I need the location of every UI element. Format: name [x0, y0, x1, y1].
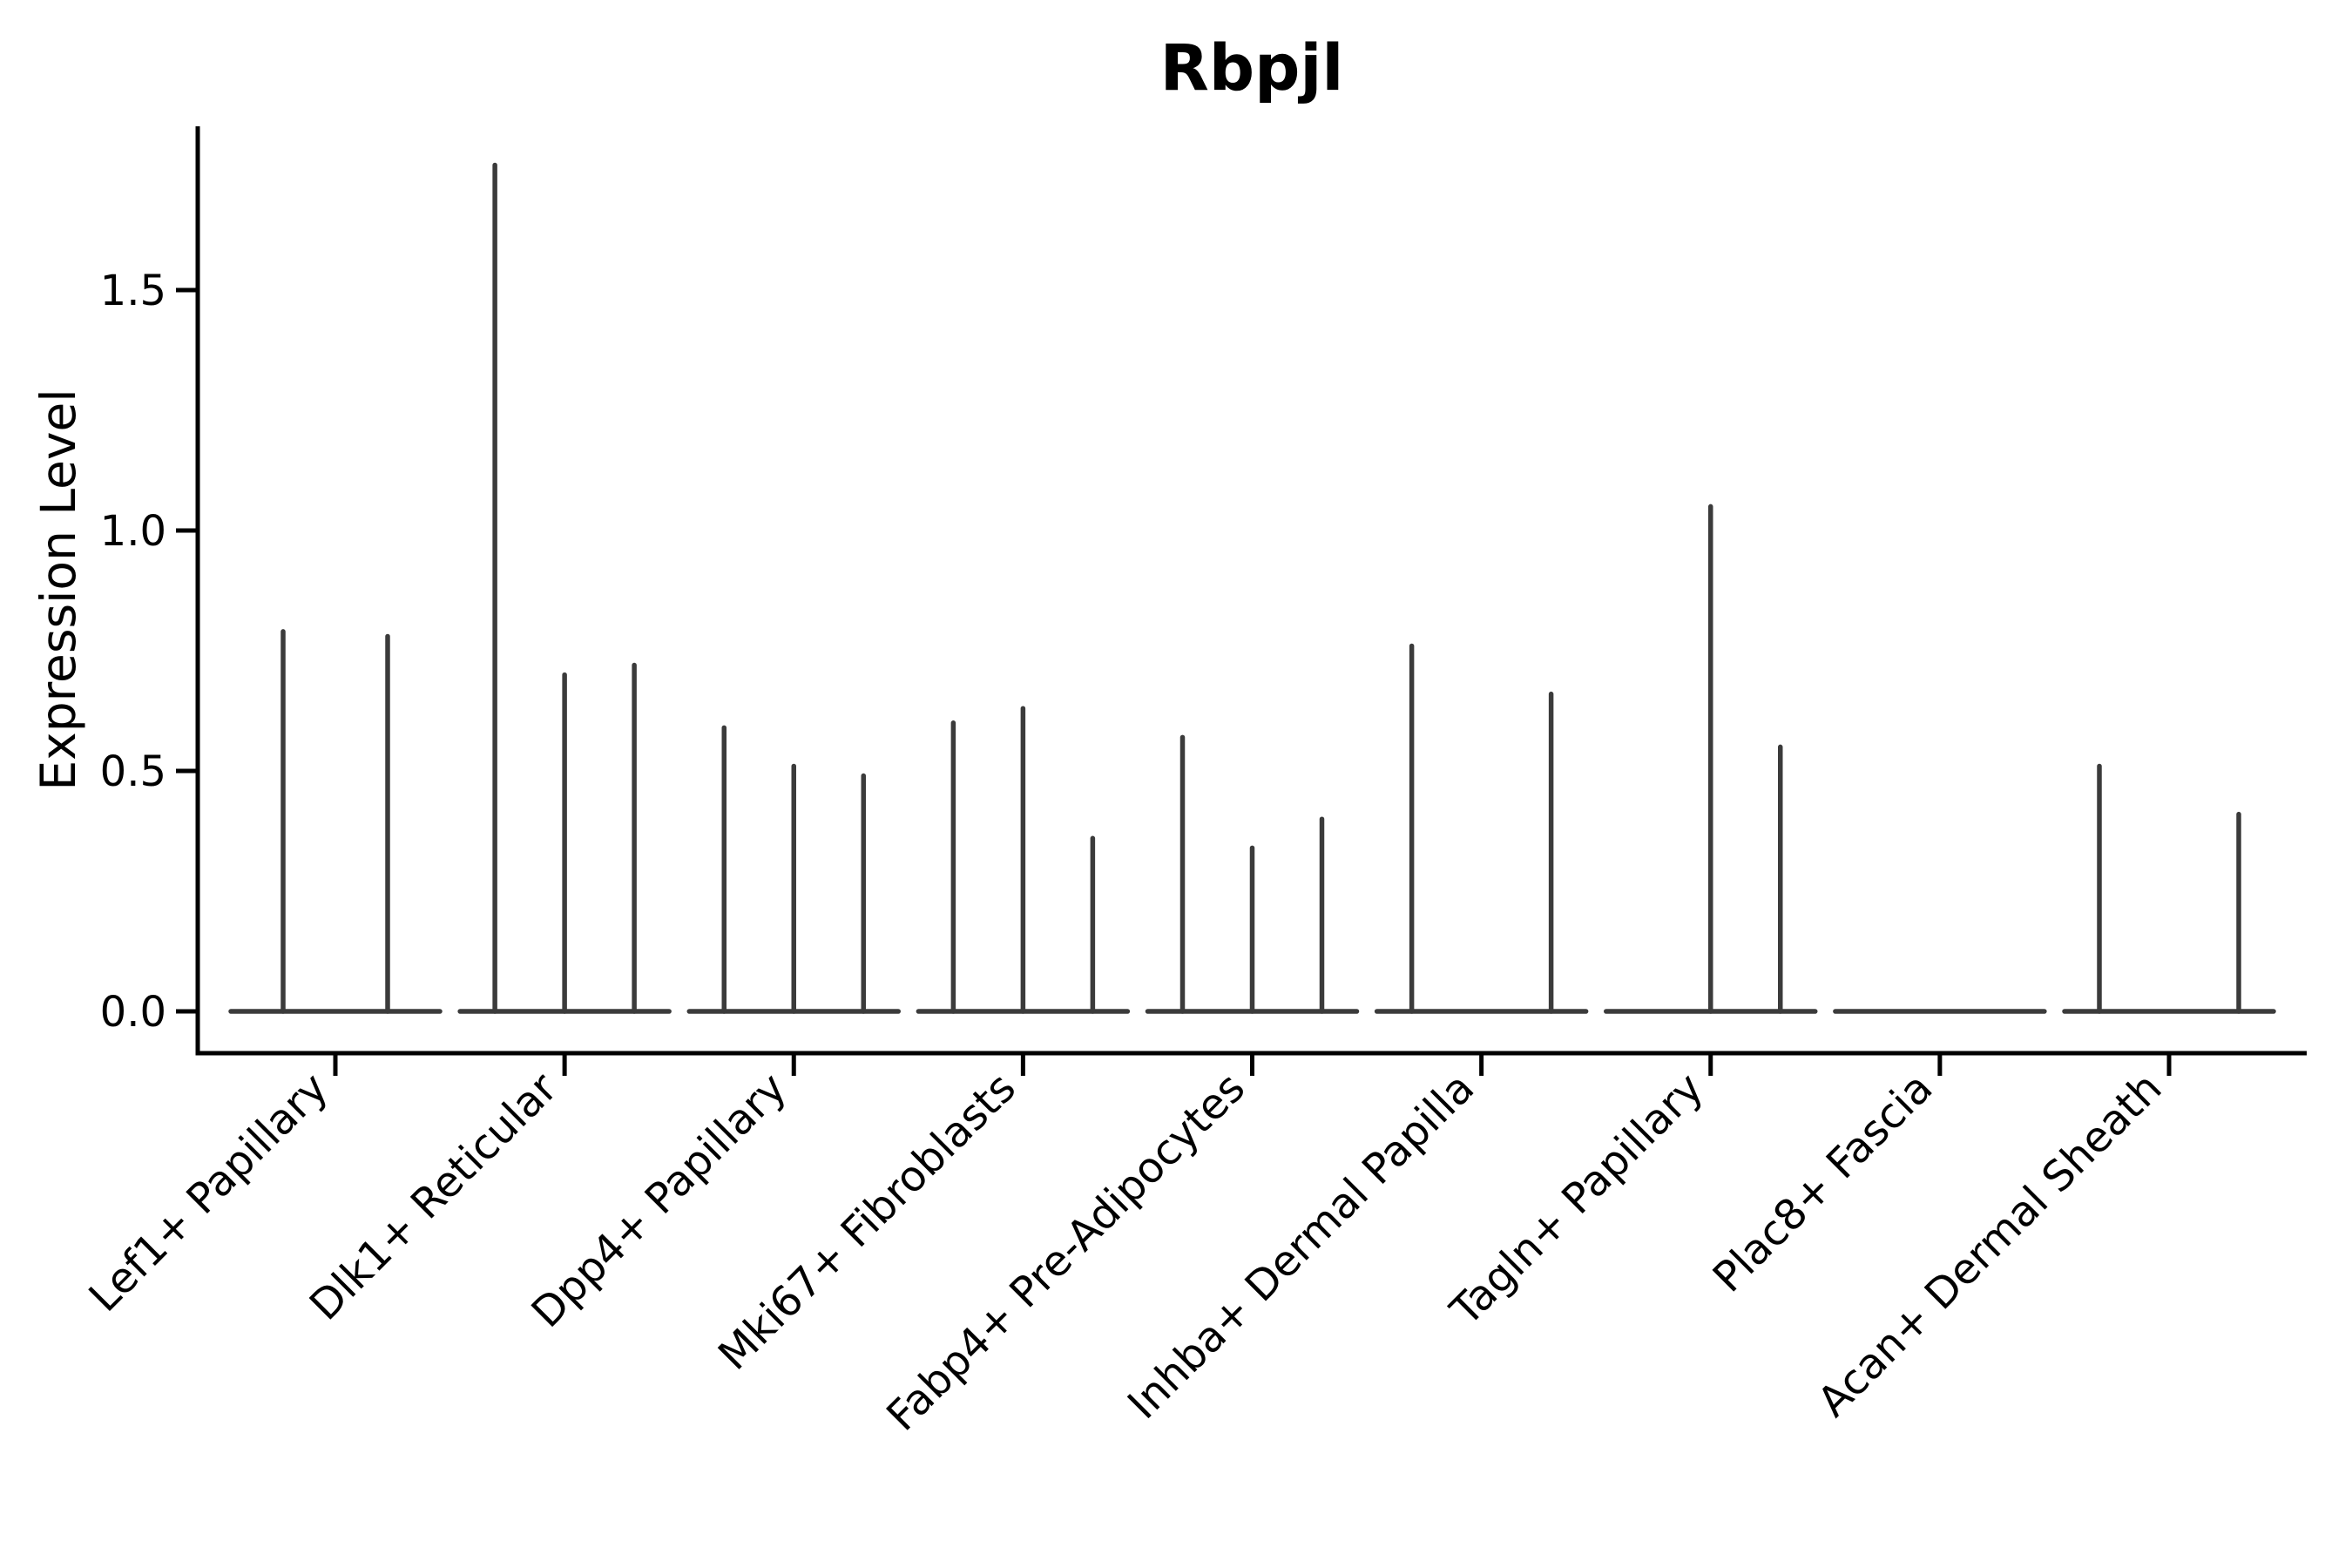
y-tick-label: 0.5: [100, 747, 166, 796]
x-tick-label: Plac8+ Fascia: [1704, 1064, 1943, 1302]
x-tick-label: Lef1+ Papillary: [80, 1064, 338, 1321]
chart-title: Rbpjl: [1160, 31, 1344, 105]
axis-spines: [195, 126, 2307, 1056]
y-tick-label: 1.0: [100, 507, 166, 556]
x-tick-label: Dlk1+ Reticular: [301, 1064, 567, 1330]
y-tick-label: 0.0: [100, 988, 166, 1037]
x-tick-label: Tagln+ Papillary: [1441, 1064, 1713, 1335]
y-axis-label: Expression Level: [30, 389, 86, 790]
x-tick-label: Dpp4+ Papillary: [523, 1064, 796, 1337]
y-tick-label: 1.5: [100, 267, 166, 315]
